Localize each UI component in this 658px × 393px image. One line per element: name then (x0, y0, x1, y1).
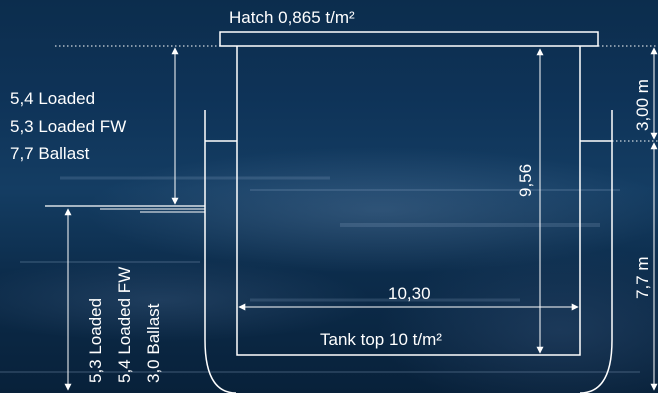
hull-left (204, 110, 237, 393)
draft-label-loaded: 5,3 Loaded (86, 298, 105, 383)
draft-label-ballast: 3,0 Ballast (144, 303, 163, 383)
deck-load-label-loaded: 5,4 Loaded (10, 89, 95, 108)
hull-right (579, 110, 613, 393)
hatch-label: Hatch 0,865 t/m² (229, 8, 355, 27)
hatch-cover (219, 31, 599, 47)
water-texture (0, 176, 640, 373)
coaming-height-label: 3,00 m (633, 79, 652, 131)
hold-height-label: 9,56 (516, 164, 535, 197)
hold-width-label: 10,30 (388, 284, 431, 303)
hold-outline (236, 46, 581, 356)
deck-load-label-loaded-fw: 5,3 Loaded FW (10, 117, 126, 136)
deck-load-label-ballast: 7,7 Ballast (10, 144, 90, 163)
tank-top-label: Tank top 10 t/m² (320, 330, 442, 349)
side-height-label: 7,7 m (633, 256, 652, 299)
draft-label-loaded-fw: 5,4 Loaded FW (115, 267, 134, 383)
